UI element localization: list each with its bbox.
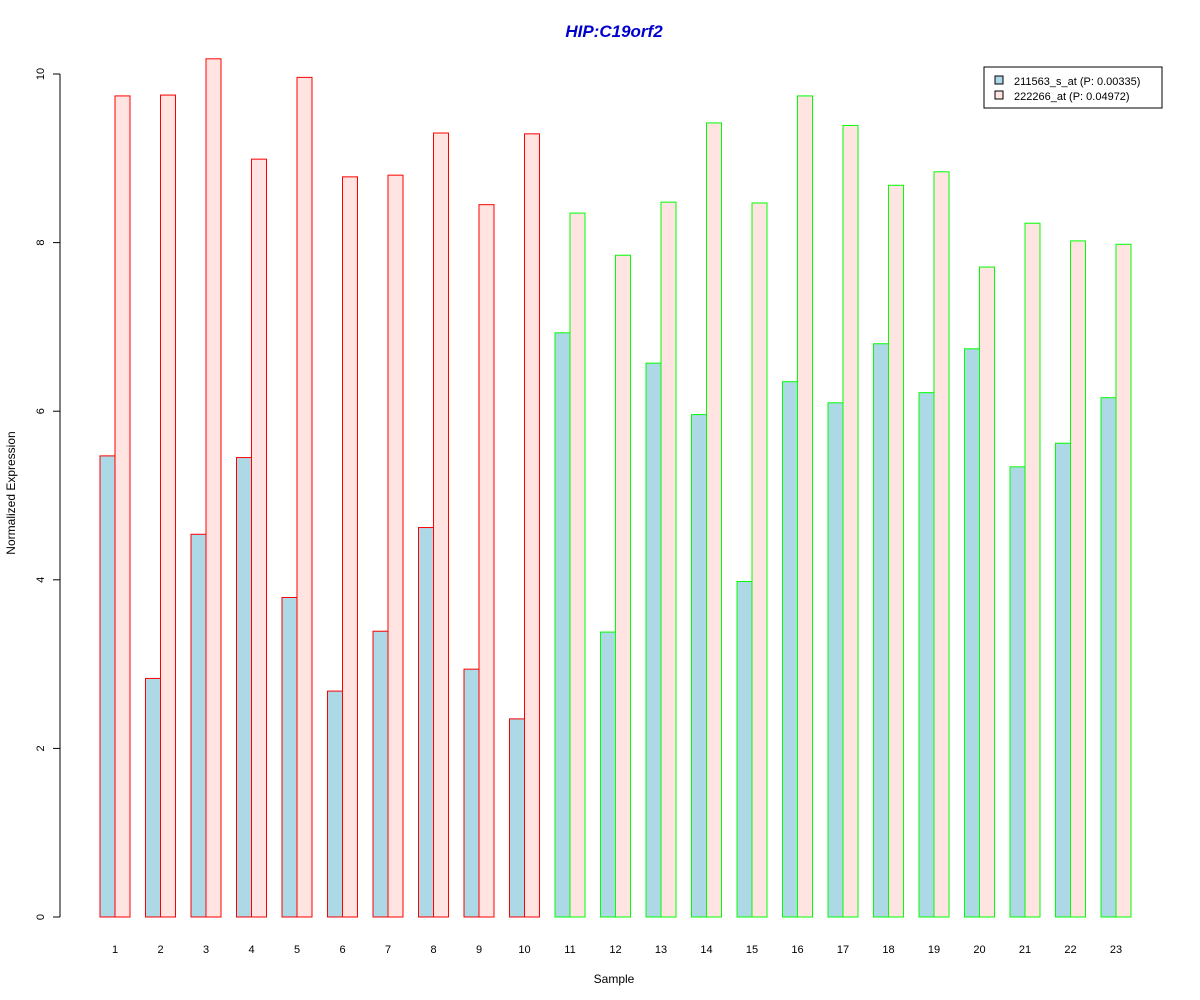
bar-sample-17-series-1 xyxy=(827,402,844,918)
x-tick-label: 21 xyxy=(1019,944,1031,956)
y-tick-label: 2 xyxy=(35,745,47,751)
bar-sample-10-series-1 xyxy=(509,718,525,918)
bar-sample-20-series-1 xyxy=(964,348,980,918)
bar-sample-9-series-2 xyxy=(478,204,495,918)
x-tick-label: 23 xyxy=(1110,944,1122,956)
bar-sample-8-series-1 xyxy=(418,527,434,918)
bar-sample-6-series-2 xyxy=(342,176,358,918)
x-tick-label: 9 xyxy=(476,944,482,956)
bar-sample-21-series-2 xyxy=(1024,222,1041,918)
y-tick-label: 8 xyxy=(35,240,47,246)
bar-sample-21-series-1 xyxy=(1009,466,1026,918)
y-tick-label: 10 xyxy=(35,68,47,80)
bar-sample-4-series-2 xyxy=(251,158,267,918)
bar-sample-22-series-2 xyxy=(1070,240,1086,918)
x-tick-label: 16 xyxy=(791,944,803,956)
x-tick-label: 15 xyxy=(746,944,758,956)
bar-sample-12-series-1 xyxy=(600,631,616,918)
bar-sample-8-series-2 xyxy=(433,132,449,918)
x-tick-label: 4 xyxy=(248,944,254,956)
bar-sample-17-series-2 xyxy=(842,124,859,918)
x-tick-label: 17 xyxy=(837,944,849,956)
bar-sample-14-series-1 xyxy=(691,414,707,918)
bar-sample-9-series-1 xyxy=(463,668,480,918)
x-axis-label: Sample xyxy=(594,972,635,986)
x-tick-label: 2 xyxy=(157,944,163,956)
x-tick-label: 5 xyxy=(294,944,300,956)
x-tick-label: 14 xyxy=(700,944,712,956)
bar-sample-2-series-2 xyxy=(160,94,176,918)
bar-sample-4-series-1 xyxy=(236,457,252,918)
bar-sample-3-series-1 xyxy=(190,533,207,918)
bar-sample-1-series-1 xyxy=(99,455,116,918)
bar-sample-6-series-1 xyxy=(327,690,343,918)
x-tick-label: 11 xyxy=(564,944,575,956)
bar-sample-16-series-1 xyxy=(782,381,798,918)
chart-title: HIP:C19orf2 xyxy=(565,22,663,41)
bar-sample-18-series-1 xyxy=(873,343,889,918)
legend: 211563_s_at (P: 0.00335) 222266_at (P: 0… xyxy=(983,66,1163,109)
legend-swatch-1 xyxy=(994,75,1004,85)
bar-sample-10-series-2 xyxy=(524,133,540,918)
bar-sample-12-series-2 xyxy=(615,254,631,918)
x-tick-label: 10 xyxy=(518,944,530,956)
legend-label-1: 211563_s_at (P: 0.00335) xyxy=(1014,76,1140,88)
y-axis-label: Normalized Expression xyxy=(4,431,18,554)
bar-sample-7-series-1 xyxy=(372,630,389,918)
x-tick-label: 19 xyxy=(928,944,940,956)
y-tick-label: 0 xyxy=(35,914,47,920)
bar-sample-7-series-2 xyxy=(387,174,404,918)
bar-sample-13-series-1 xyxy=(645,362,662,918)
y-tick-label: 6 xyxy=(35,408,47,414)
bar-sample-11-series-2 xyxy=(569,212,586,918)
bar-sample-18-series-2 xyxy=(888,184,904,918)
x-tick-label: 3 xyxy=(203,944,209,956)
x-tick-label: 12 xyxy=(609,944,621,956)
x-tick-labels: 1 2 3 4 5 6 7 8 9 10 11 12 13 14 15 16 17 18 19 20 21 22 23 xyxy=(112,944,1122,956)
legend-swatch-2 xyxy=(994,90,1004,100)
x-tick-label: 1 xyxy=(112,944,118,956)
x-tick-label: 6 xyxy=(339,944,345,956)
bar-sample-16-series-2 xyxy=(797,95,813,918)
bar-sample-14-series-2 xyxy=(706,122,722,918)
bar-sample-22-series-1 xyxy=(1055,442,1071,918)
bar-sample-1-series-2 xyxy=(114,95,131,918)
bar-sample-3-series-2 xyxy=(205,58,222,918)
bar-sample-20-series-2 xyxy=(979,266,995,918)
bar-sample-5-series-2 xyxy=(296,76,313,918)
bars xyxy=(99,58,1132,918)
bar-sample-23-series-2 xyxy=(1115,243,1132,918)
bar-sample-19-series-2 xyxy=(933,171,950,918)
x-tick-label: 13 xyxy=(655,944,667,956)
legend-label-2: 222266_at (P: 0.04972) xyxy=(1014,91,1130,103)
bar-sample-15-series-1 xyxy=(736,580,753,918)
x-tick-label: 18 xyxy=(882,944,894,956)
y-tick-label: 4 xyxy=(35,577,47,583)
bar-sample-11-series-1 xyxy=(554,332,571,918)
x-tick-label: 22 xyxy=(1064,944,1076,956)
bar-sample-13-series-2 xyxy=(660,201,677,918)
x-tick-label: 7 xyxy=(385,944,391,956)
bar-sample-5-series-1 xyxy=(281,597,298,918)
x-tick-label: 20 xyxy=(973,944,985,956)
legend-box xyxy=(983,66,1163,109)
y-axis: 0 2 4 6 8 10 xyxy=(35,68,61,920)
bar-sample-19-series-1 xyxy=(918,392,935,918)
bar-sample-15-series-2 xyxy=(751,202,768,918)
bar-sample-23-series-1 xyxy=(1100,397,1117,918)
bar-sample-2-series-1 xyxy=(145,677,161,918)
x-tick-label: 8 xyxy=(430,944,436,956)
